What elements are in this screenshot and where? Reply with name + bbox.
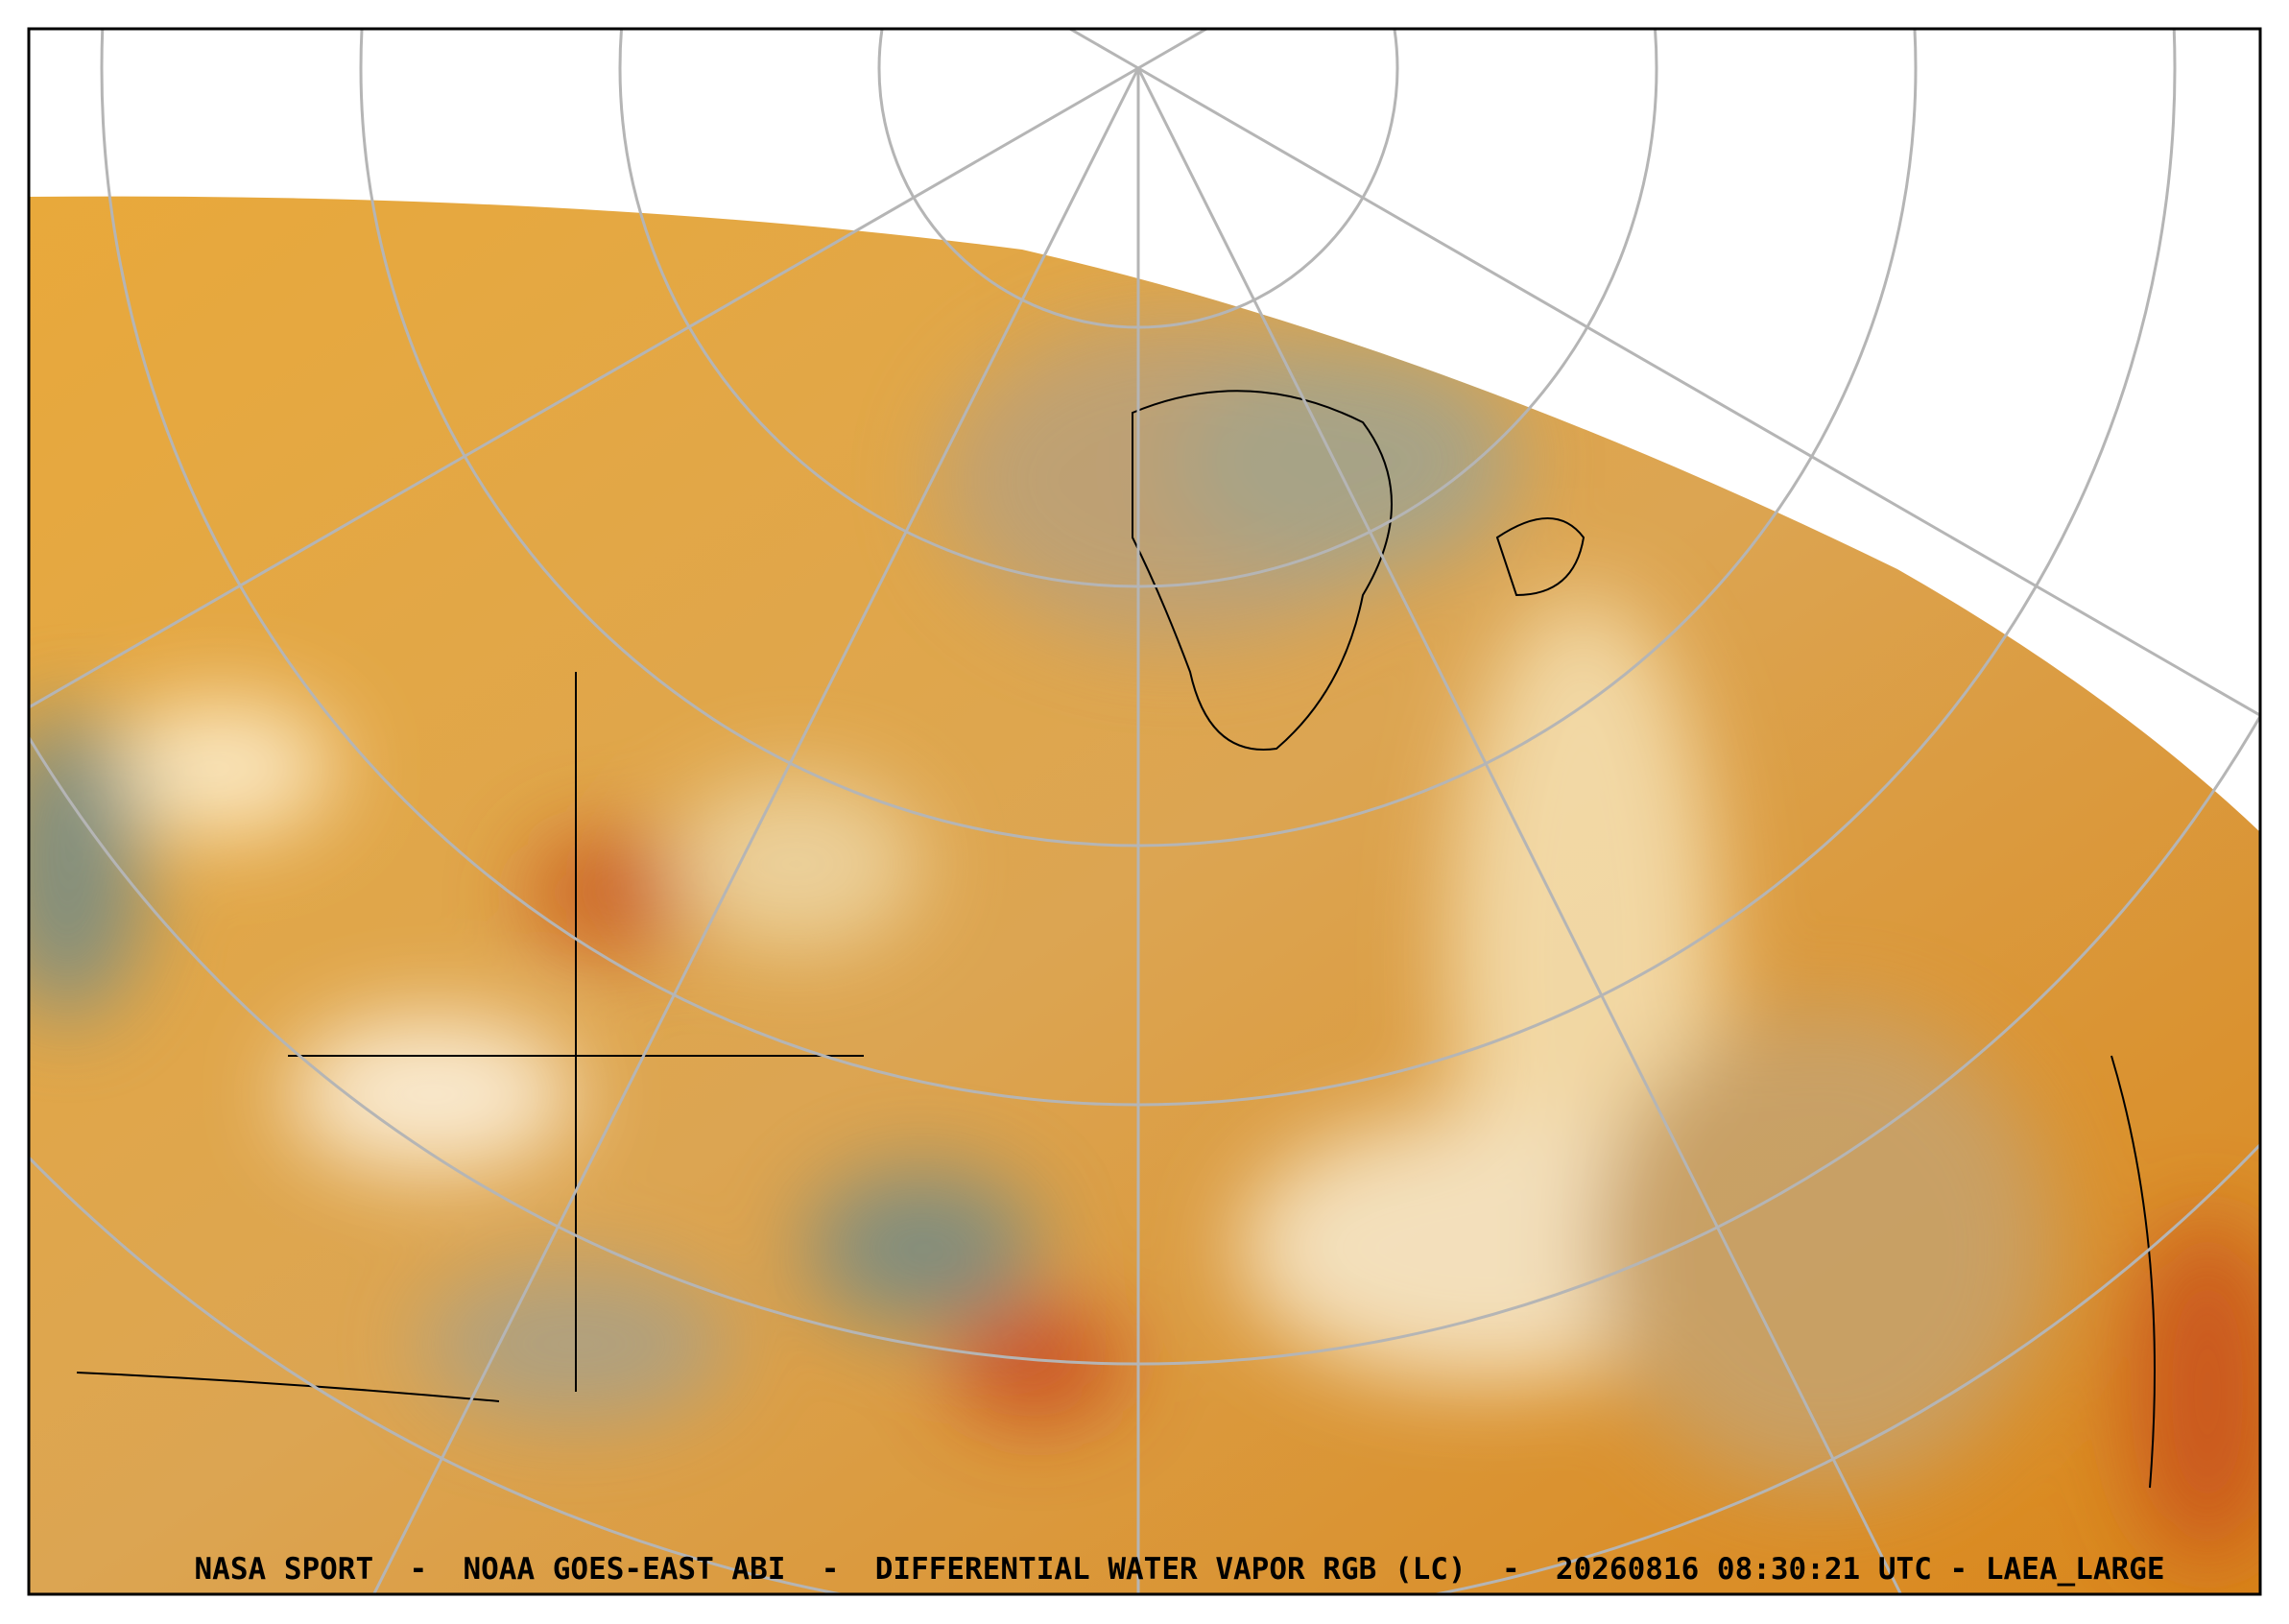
caption: NASA SPORT - NOAA GOES-EAST ABI - DIFFER…	[195, 1552, 2165, 1587]
coastlines	[76, 390, 2156, 1489]
frame	[27, 27, 2262, 1596]
